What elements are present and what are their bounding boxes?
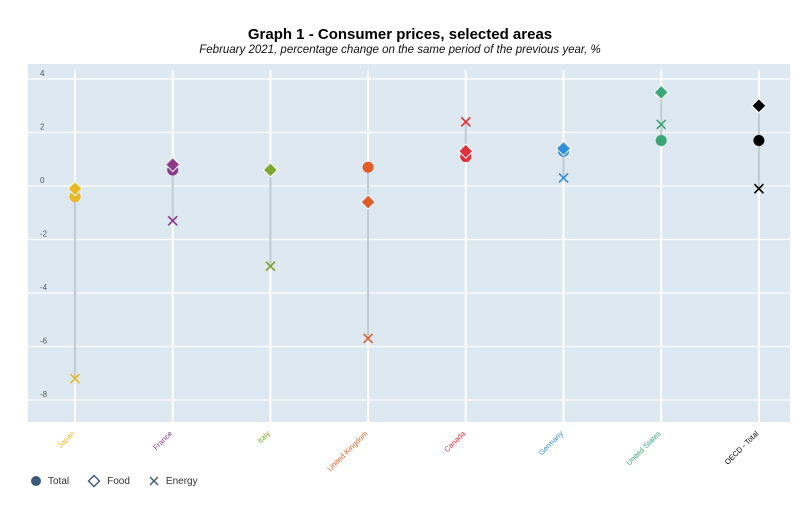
food-marker	[653, 84, 669, 101]
energy-cross-icon	[149, 476, 159, 486]
energy-marker-stroke	[363, 333, 374, 344]
energy-marker	[460, 116, 471, 127]
food-marker	[262, 162, 279, 178]
legend-label-energy: Energy	[165, 475, 198, 487]
y-tick-label: 2	[40, 123, 45, 132]
y-tick-label: -8	[40, 390, 48, 399]
food-marker	[360, 194, 376, 210]
energy-marker	[265, 261, 276, 272]
legend-item-energy[interactable]: Energy	[148, 475, 198, 487]
total-marker	[69, 191, 81, 203]
x-tick-label: United States	[624, 429, 662, 467]
y-tick-label: -6	[40, 337, 48, 346]
x-tick-label: France	[151, 429, 174, 452]
energy-marker-stroke	[167, 215, 178, 226]
energy-marker-stroke	[656, 119, 667, 130]
energy-marker-stroke	[460, 116, 471, 127]
x-tick-label: OECD - Total	[723, 429, 761, 467]
legend-item-total[interactable]: Total	[30, 475, 69, 487]
y-tick-label: 0	[40, 176, 45, 185]
food-marker	[555, 140, 572, 157]
energy-marker	[167, 215, 178, 226]
x-tick-label: Japan	[56, 429, 77, 450]
y-tick-label: -4	[40, 283, 48, 292]
x-tick-label: Germany	[537, 429, 565, 457]
x-tick-label: United Kingdom	[325, 429, 369, 473]
energy-marker-stroke	[265, 261, 276, 272]
chart-subtitle: February 2021, percentage change on the …	[199, 44, 601, 56]
energy-marker	[656, 119, 667, 130]
food-marker	[751, 98, 767, 114]
total-marker	[655, 135, 667, 147]
x-tick-label: Canada	[442, 428, 468, 454]
energy-marker-stroke	[558, 172, 569, 184]
energy-marker	[558, 172, 569, 184]
food-marker	[67, 180, 83, 197]
energy-marker	[363, 333, 374, 344]
chart-title: Graph 1 - Consumer prices, selected area…	[247, 26, 553, 43]
energy-marker-stroke	[753, 183, 764, 194]
legend-label-food: Food	[107, 475, 130, 487]
food-marker	[164, 156, 181, 173]
total-circle-icon	[31, 476, 41, 486]
energy-marker	[753, 183, 764, 194]
energy-marker	[69, 373, 81, 384]
y-tick-label: 4	[40, 69, 45, 78]
total-marker	[362, 161, 374, 173]
legend-item-food[interactable]: Food	[87, 474, 130, 488]
x-tick-label: Italy	[256, 429, 272, 445]
energy-marker-stroke	[69, 373, 81, 384]
plot-background	[28, 64, 790, 422]
food-marker	[458, 143, 474, 159]
y-tick-label: -2	[40, 230, 48, 239]
chart-legend: Total Food Energy	[30, 474, 216, 488]
legend-label-total: Total	[48, 475, 70, 487]
total-marker	[753, 135, 765, 147]
food-diamond-icon	[87, 474, 101, 488]
